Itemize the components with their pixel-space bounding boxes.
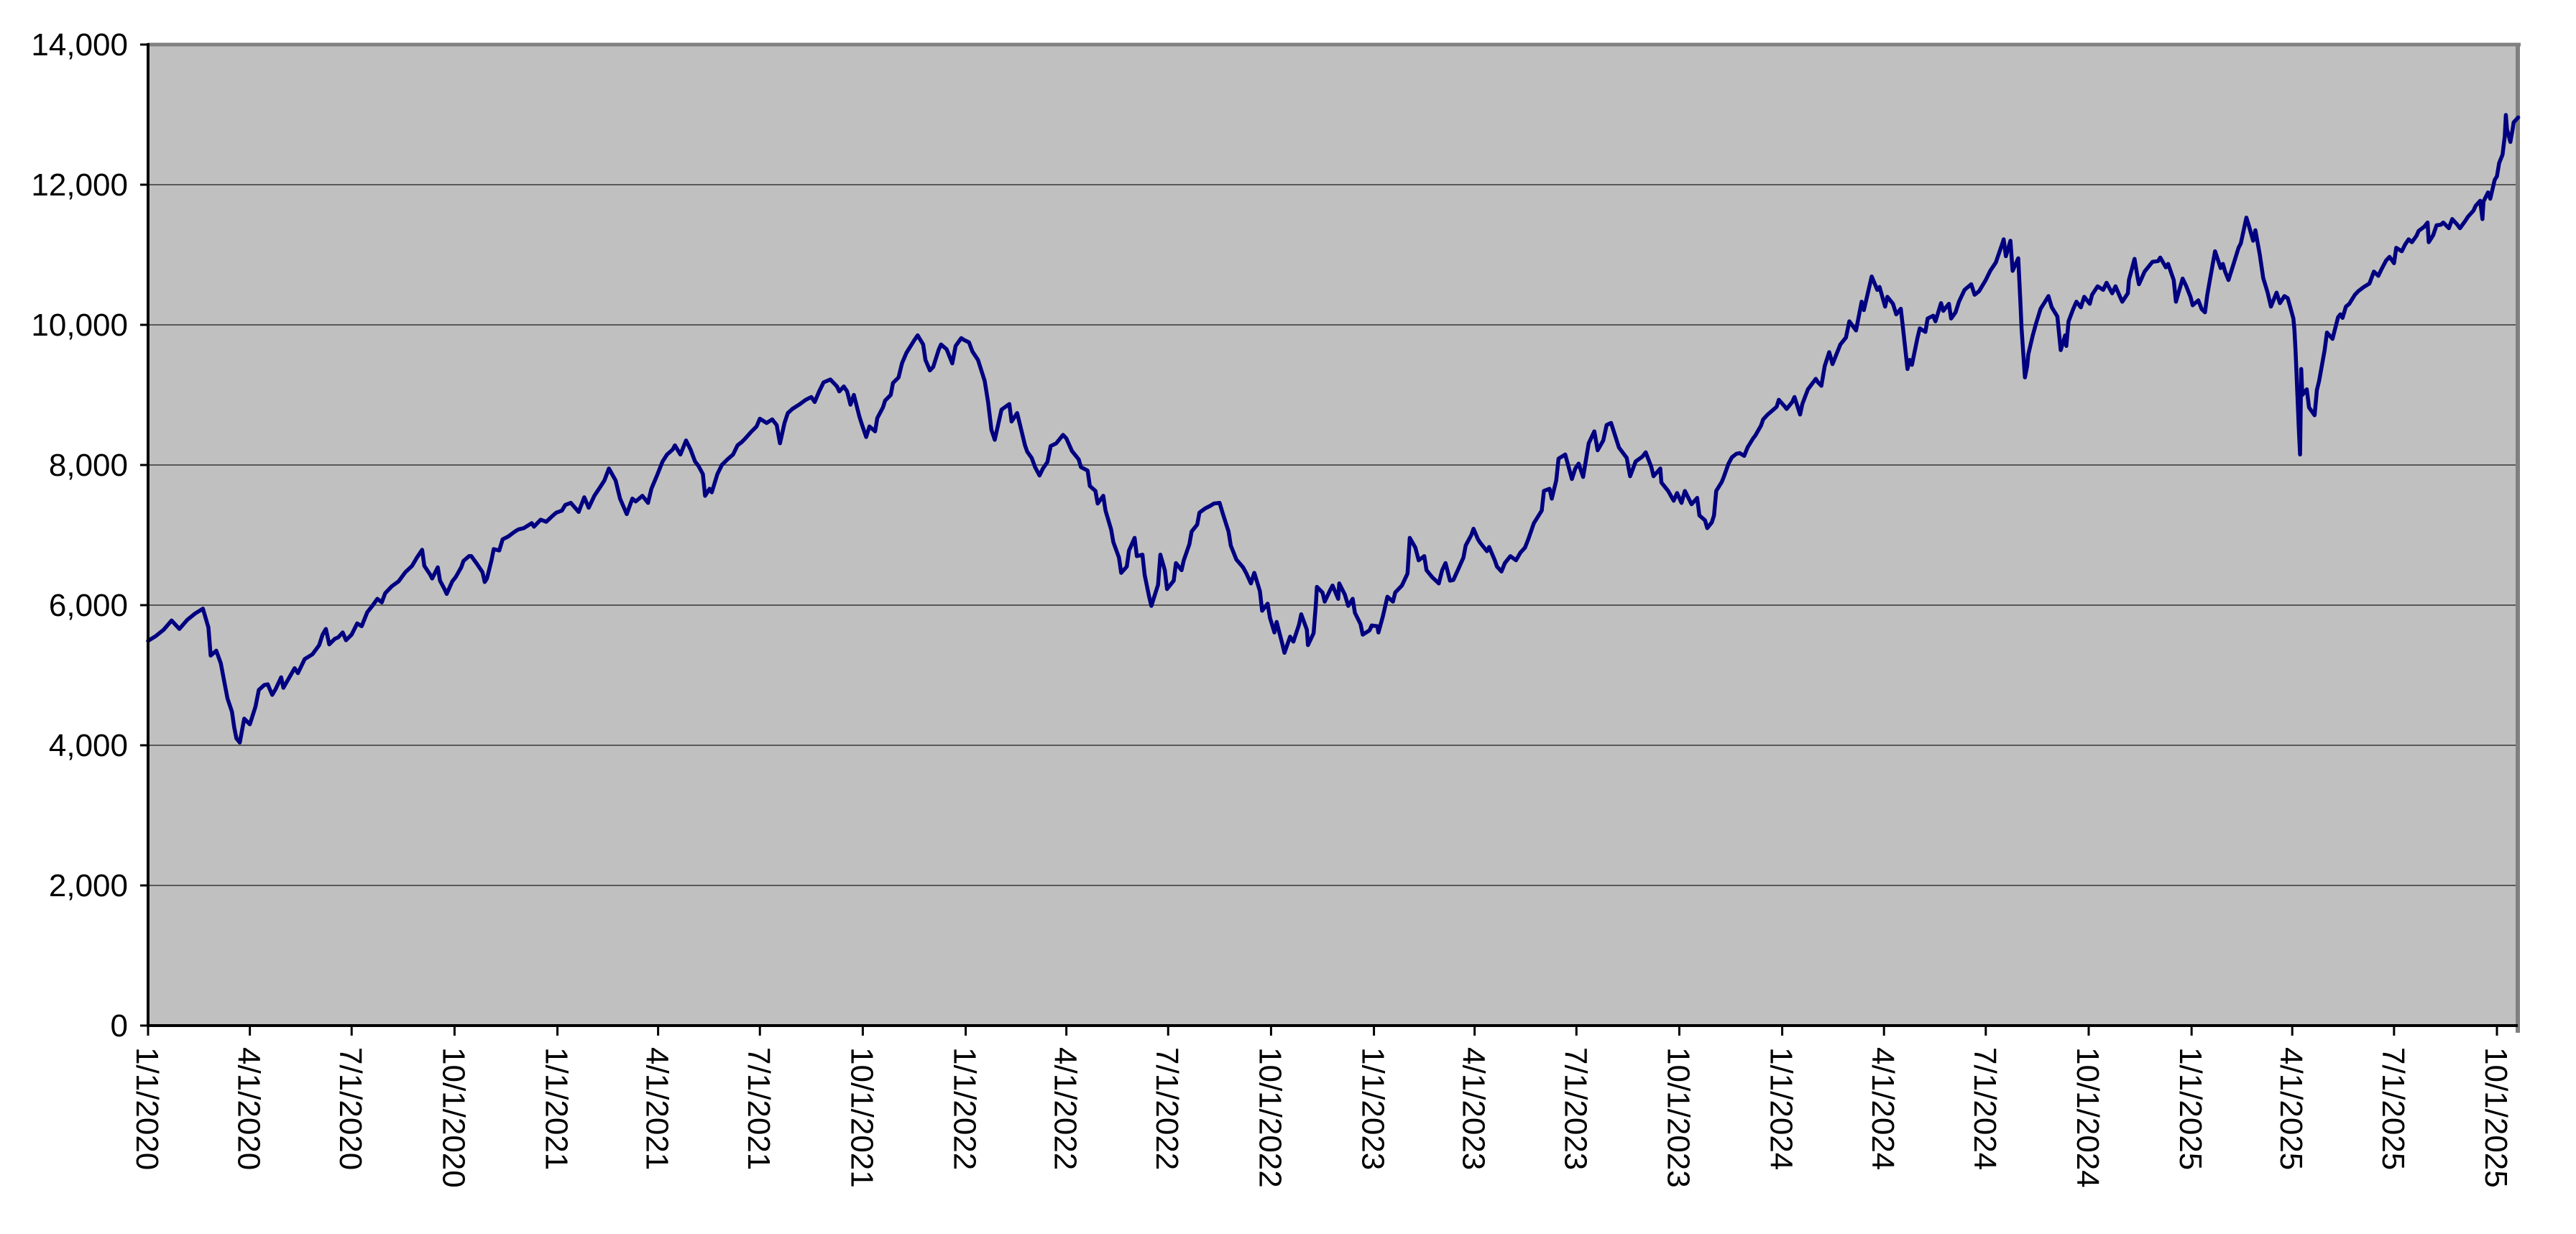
x-tick-label: 10/1/2023 [1660, 1047, 1696, 1188]
x-tick-label: 4/1/2023 [1456, 1047, 1491, 1170]
x-tick-label: 1/1/2021 [539, 1047, 574, 1170]
x-tick-label: 1/1/2025 [2173, 1047, 2208, 1170]
x-tick-label: 7/1/2021 [741, 1047, 776, 1170]
x-tick-label: 4/1/2022 [1048, 1047, 1083, 1170]
y-tick-label: 0 [111, 1008, 128, 1044]
plot-area [148, 45, 2518, 1026]
x-tick-label: 7/1/2022 [1149, 1047, 1184, 1170]
x-tick-label: 4/1/2025 [2273, 1047, 2309, 1170]
y-tick-label: 10,000 [31, 308, 128, 343]
x-tick-label: 7/1/2025 [2375, 1047, 2411, 1170]
x-tick-label: 4/1/2024 [1865, 1047, 1900, 1170]
y-tick-label: 8,000 [49, 448, 128, 483]
x-tick-label: 10/1/2020 [436, 1047, 471, 1188]
x-tick-label: 1/1/2024 [1764, 1047, 1799, 1170]
y-tick-label: 12,000 [31, 167, 128, 203]
x-tick-label: 4/1/2021 [640, 1047, 675, 1170]
x-tick-label: 10/1/2025 [2478, 1047, 2513, 1188]
x-tick-label: 10/1/2021 [844, 1047, 879, 1188]
y-tick-label: 2,000 [49, 868, 128, 903]
x-tick-label: 7/1/2024 [1967, 1047, 2002, 1170]
x-tick-label: 7/1/2020 [333, 1047, 368, 1170]
y-tick-label: 4,000 [49, 728, 128, 763]
x-tick-label: 10/1/2024 [2070, 1047, 2105, 1188]
price-line [146, 113, 2521, 745]
x-tick-label: 4/1/2020 [231, 1047, 267, 1170]
x-tick-label: 10/1/2022 [1252, 1047, 1287, 1188]
x-tick-label: 1/1/2020 [129, 1047, 165, 1170]
y-tick-label: 14,000 [31, 27, 128, 63]
x-tick-label: 1/1/2023 [1356, 1047, 1391, 1170]
x-tick-label: 1/1/2022 [947, 1047, 983, 1170]
y-tick-label: 6,000 [49, 588, 128, 623]
x-tick-label: 7/1/2023 [1558, 1047, 1593, 1170]
